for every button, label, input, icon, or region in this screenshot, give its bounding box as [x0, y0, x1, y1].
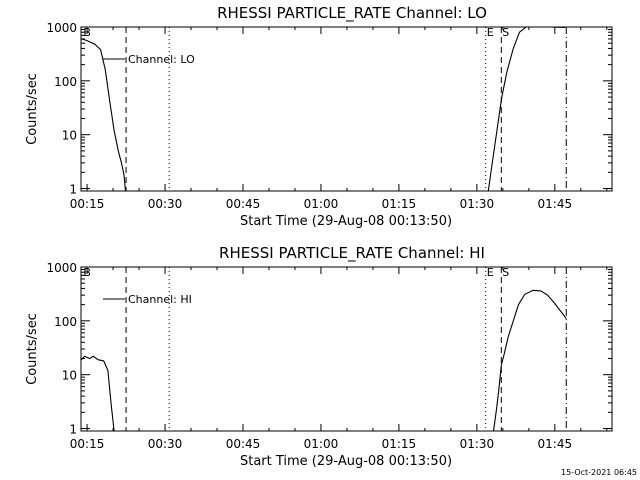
y-tick-label: 10: [62, 129, 77, 143]
axis-ticks: 00:15 00:30 00:45 01:00 01:15 01:30 01:45 1 10 10…: [46, 21, 612, 211]
x-tick-label: 00:30: [148, 197, 183, 211]
x-tick-label: 01:00: [304, 437, 339, 451]
panel-lo: RHESSI PARTICLE_RATE Channel: LO Counts/…: [25, 4, 613, 229]
x-tick-label: 00:45: [226, 197, 261, 211]
x-tick-label: 01:30: [460, 197, 495, 211]
x-tick-label: 01:15: [382, 437, 417, 451]
y-tick-label: 1: [69, 183, 77, 197]
panel-hi: RHESSI PARTICLE_RATE Channel: HI Counts/…: [25, 244, 613, 469]
marker-label: B: [83, 266, 91, 279]
x-tick-label: 00:45: [226, 437, 261, 451]
y-tick-label: 100: [54, 75, 77, 89]
y-tick-label: 1000: [46, 21, 77, 35]
legend-label: Channel: HI: [128, 293, 192, 306]
series-group: [80, 289, 567, 432]
series-line: [80, 355, 115, 432]
legend: Channel: LO: [103, 53, 195, 66]
legend-label: Channel: LO: [128, 53, 195, 66]
series-line: [487, 26, 566, 192]
plot-frame: [80, 266, 613, 432]
series-line: [81, 38, 127, 192]
x-axis-label: Start Time (29-Aug-08 00:13:50): [240, 454, 452, 469]
marker-label: E: [487, 26, 494, 39]
chart-title: RHESSI PARTICLE_RATE Channel: HI: [219, 244, 485, 263]
marker-label: S: [502, 26, 509, 39]
series-group: [81, 26, 566, 192]
y-tick-label: 1: [69, 423, 77, 437]
x-tick-label: 01:00: [304, 197, 339, 211]
plot-frame: [80, 26, 613, 192]
legend: Channel: HI: [103, 293, 192, 306]
x-tick-label: 01:15: [382, 197, 417, 211]
y-tick-label: 10: [62, 369, 77, 383]
y-axis-label: Counts/sec: [25, 313, 40, 385]
marker-label: B: [83, 26, 91, 39]
y-axis-label: Counts/sec: [25, 73, 40, 145]
x-tick-label: 00:30: [148, 437, 183, 451]
x-tick-label: 00:15: [70, 437, 105, 451]
y-tick-label: 1000: [46, 261, 77, 275]
chart-title: RHESSI PARTICLE_RATE Channel: LO: [217, 4, 487, 23]
marker-label: S: [502, 266, 509, 279]
series-line: [492, 289, 567, 432]
x-tick-label: 01:45: [538, 437, 573, 451]
x-axis-label: Start Time (29-Aug-08 00:13:50): [240, 214, 452, 229]
x-tick-label: 01:30: [460, 437, 495, 451]
axis-ticks: 00:15 00:30 00:45 01:00 01:15 01:30 01:45 1 10 10…: [46, 261, 612, 451]
x-tick-label: 01:45: [538, 197, 573, 211]
y-tick-label: 100: [54, 315, 77, 329]
marker-label: E: [487, 266, 494, 279]
timestamp: 15-Oct-2021 06:45: [561, 468, 637, 477]
x-tick-label: 00:15: [70, 197, 105, 211]
